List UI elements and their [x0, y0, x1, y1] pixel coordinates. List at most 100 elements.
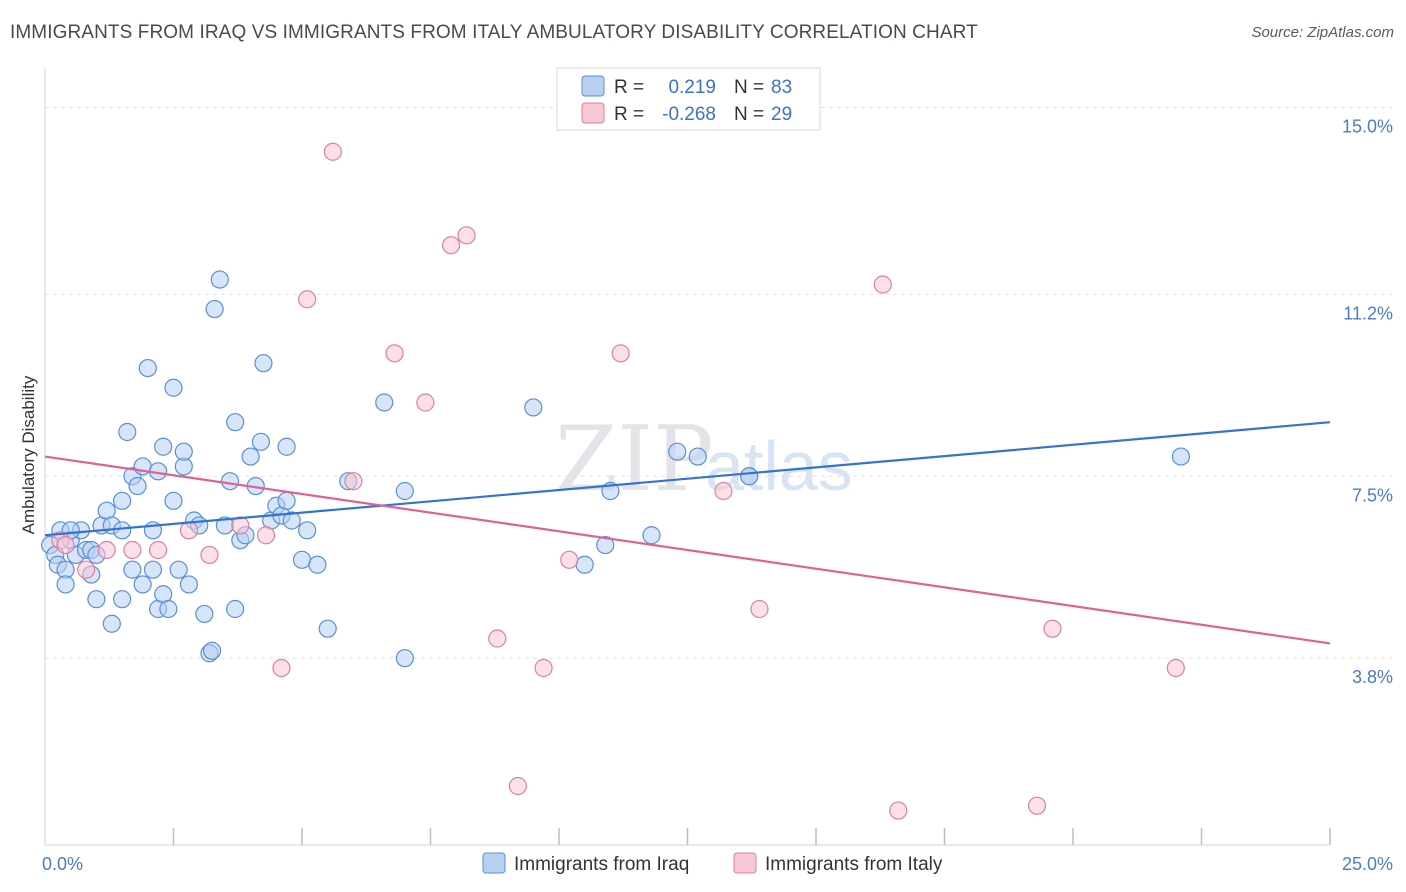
iraq-point-40 — [179, 575, 199, 594]
italy-point-19 — [508, 776, 527, 796]
iraq-point-63 — [282, 511, 301, 530]
iraq-point-77 — [668, 442, 687, 461]
iraq-point-26 — [133, 575, 152, 594]
legend-r-value-iraq: 0.219 — [668, 77, 716, 98]
italy-point-5 — [148, 540, 168, 560]
source-credit: Source: ZipAtlas.com — [1251, 24, 1394, 41]
italy-point-22 — [611, 344, 630, 363]
x-tick-labels: 0.0% 25.0% — [42, 854, 1393, 874]
iraq-point-50 — [226, 599, 245, 619]
iraq-point-46 — [205, 299, 224, 319]
iraq-point-37 — [169, 560, 188, 579]
gridlines — [45, 107, 1392, 659]
italy-point-4 — [123, 540, 142, 560]
italy-point-21 — [560, 550, 579, 569]
iraq-point-74 — [596, 535, 615, 555]
bottom-legend-swatch-iraq — [482, 852, 506, 874]
italy-point-1 — [56, 535, 75, 555]
iraq-point-18 — [112, 491, 132, 510]
iraq-point-65 — [298, 521, 317, 540]
iraq-point-43 — [195, 604, 214, 624]
iraq-point-61 — [277, 437, 296, 456]
iraq-point-73 — [575, 555, 594, 574]
italy-point-7 — [200, 545, 219, 565]
iraq-point-23 — [123, 560, 142, 579]
italy-point-3 — [97, 540, 116, 560]
iraq-point-51 — [226, 413, 245, 432]
correlation-legend: R = 0.219 N = 83 R = -0.268 N = 29 — [556, 67, 821, 131]
legend-n-value-iraq: 83 — [771, 77, 792, 98]
italy-point-29 — [1166, 658, 1185, 678]
italy-point-20 — [534, 658, 553, 678]
legend-n-label-iraq: N = — [734, 77, 764, 98]
iraq-point-81 — [1171, 447, 1191, 466]
italy-point-26 — [889, 801, 908, 820]
y-tick-label-3: 15.0% — [1342, 117, 1393, 137]
y-tick-label-0: 3.8% — [1352, 667, 1393, 687]
iraq-point-54 — [241, 447, 260, 466]
italy-point-18 — [488, 629, 507, 648]
iraq-point-72 — [524, 398, 543, 417]
iraq-point-28 — [143, 560, 163, 579]
iraq-point-24 — [128, 476, 147, 496]
italy-point-23 — [714, 481, 733, 501]
y-tick-label-2: 11.2% — [1343, 303, 1393, 323]
iraq-point-27 — [138, 358, 157, 378]
chart-title: IMMIGRANTS FROM IRAQ VS IMMIGRANTS FROM … — [10, 22, 978, 43]
iraq-point-17 — [102, 614, 121, 633]
italy-point-28 — [1043, 619, 1062, 638]
y-tick-labels: 3.8% 7.5% 11.2% 15.0% — [1342, 117, 1393, 688]
iraq-point-39 — [174, 442, 193, 461]
iraq-point-67 — [318, 619, 337, 638]
bottom-legend-label-italy: Immigrants from Italy — [765, 854, 943, 875]
iraq-point-21 — [118, 422, 137, 442]
italy-point-12 — [323, 142, 342, 161]
trend-line-iraq — [44, 421, 1331, 537]
legend-n-value-italy: 29 — [771, 104, 792, 125]
watermark-zip: ZIP — [555, 407, 714, 512]
iraq-point-80 — [740, 467, 759, 486]
iraq-point-76 — [642, 526, 661, 545]
legend-swatch-iraq — [581, 75, 605, 97]
x-tick-label-1: 25.0% — [1342, 854, 1393, 874]
italy-point-25 — [873, 275, 892, 294]
italy-point-14 — [385, 344, 404, 363]
iraq-point-5 — [56, 575, 75, 594]
iraq-point-56 — [251, 432, 270, 451]
italy-point-2 — [77, 560, 96, 579]
italy-point-6 — [179, 521, 199, 540]
iraq-point-20 — [112, 590, 132, 609]
axes — [44, 68, 1331, 846]
iraq-point-71 — [395, 649, 414, 668]
iraq-point-78 — [688, 447, 707, 466]
legend-n-label-italy: N = — [734, 104, 764, 125]
italy-point-8 — [231, 516, 250, 535]
italy-point-15 — [416, 393, 435, 412]
iraq-point-69 — [375, 393, 394, 412]
series-legend: Immigrants from Iraq Immigrants from Ita… — [482, 852, 943, 875]
italy-point-11 — [298, 290, 317, 309]
italy-point-27 — [1027, 796, 1047, 815]
iraq-point-19 — [112, 521, 132, 540]
iraq-point-32 — [154, 437, 173, 456]
iraq-point-62 — [277, 491, 296, 510]
bottom-legend-label-iraq: Immigrants from Iraq — [514, 854, 689, 875]
iraq-point-49 — [220, 472, 240, 491]
series-italy-points — [51, 142, 1185, 820]
iraq-point-64 — [292, 550, 312, 569]
iraq-point-36 — [164, 491, 183, 510]
legend-r-label-italy: R = — [614, 104, 644, 125]
italy-point-24 — [750, 599, 769, 619]
legend-r-value-italy: -0.268 — [662, 104, 716, 125]
iraq-point-13 — [87, 590, 106, 609]
trend-line-italy — [44, 455, 1331, 645]
trend-lines — [44, 421, 1331, 645]
italy-point-16 — [441, 236, 461, 255]
iraq-point-34 — [159, 599, 178, 619]
iraq-point-45 — [202, 641, 222, 660]
iraq-point-57 — [254, 354, 273, 373]
x-tick-label-0: 0.0% — [42, 854, 83, 874]
legend-swatch-italy — [581, 102, 605, 124]
italy-point-10 — [272, 658, 291, 678]
